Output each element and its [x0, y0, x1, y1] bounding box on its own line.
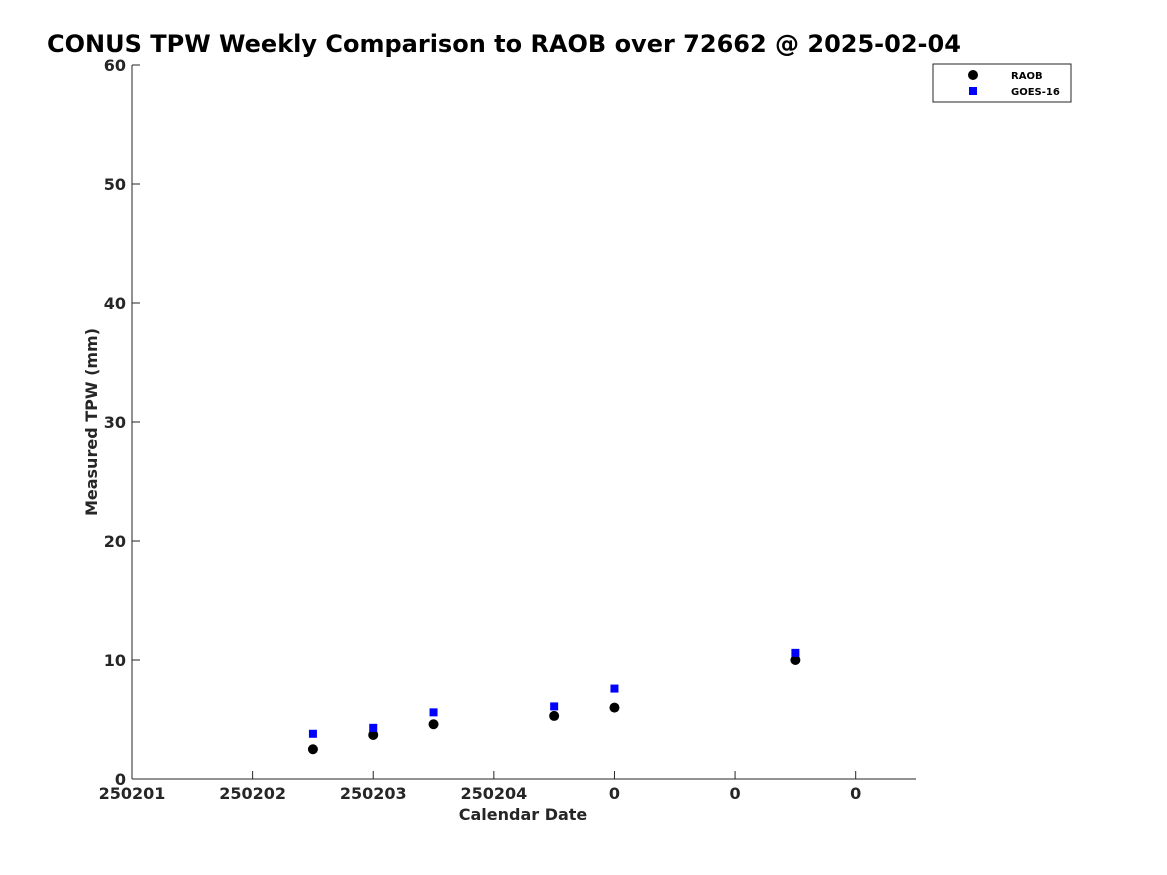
data-marks — [307, 648, 801, 755]
y-axis-label: Measured TPW (mm) — [82, 328, 101, 516]
raob-point — [368, 729, 379, 740]
goes16-point — [550, 702, 559, 711]
plot-axes: 0 10 20 30 40 50 60 250201 250202 250203 250204 0 0 0 — [99, 56, 916, 803]
goes16-point — [369, 723, 378, 732]
x-tick-label: 0 — [609, 784, 620, 803]
x-tick-label: 0 — [850, 784, 861, 803]
y-tick-label: 0 — [115, 770, 126, 789]
legend: RAOB GOES-16 — [932, 63, 1072, 103]
raob-point — [790, 655, 801, 665]
x-tick-label: 250202 — [219, 784, 286, 803]
y-tick-label: 60 — [104, 56, 126, 75]
x-axis-label: Calendar Date — [459, 805, 588, 824]
goes16-point — [429, 708, 438, 717]
raob-point — [549, 710, 560, 721]
y-tick-label: 30 — [104, 413, 126, 432]
legend-goes16-marker — [969, 87, 977, 95]
legend-label: GOES-16 — [1011, 87, 1060, 98]
legend-raob-marker — [968, 70, 978, 80]
x-tick-label: 250204 — [460, 784, 527, 803]
y-tick-label: 20 — [104, 532, 126, 551]
goes16-point — [610, 684, 619, 693]
raob-point — [609, 702, 620, 713]
x-tick-label: 0 — [730, 784, 741, 803]
y-tick-label: 10 — [104, 651, 126, 670]
chart-title: CONUS TPW Weekly Comparison to RAOB over… — [47, 30, 961, 58]
goes16-point — [791, 648, 800, 657]
x-tick-label: 250203 — [340, 784, 407, 803]
y-tick-label: 50 — [104, 175, 126, 194]
raob-point — [428, 719, 439, 730]
y-tick-label: 40 — [104, 294, 126, 313]
goes16-point — [308, 729, 317, 738]
legend-box — [932, 63, 1072, 103]
legend-label: RAOB — [1011, 71, 1043, 82]
x-tick-label: 250201 — [99, 784, 166, 803]
raob-point — [307, 744, 318, 755]
